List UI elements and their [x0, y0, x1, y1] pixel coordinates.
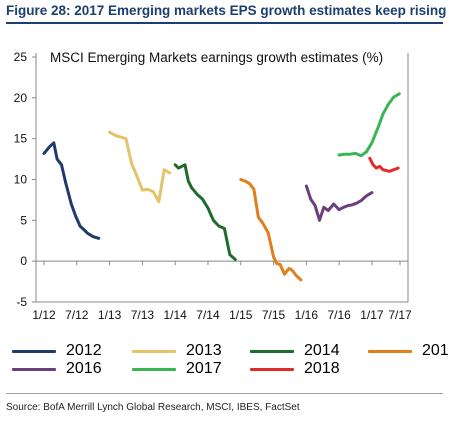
- legend-label: 2012: [66, 342, 102, 359]
- x-tick-label: 7/17: [388, 308, 412, 322]
- legend-swatch: [132, 349, 176, 353]
- y-tick-label: 0: [20, 254, 27, 268]
- legend-label: 2015: [422, 342, 449, 359]
- x-tick-label: 7/13: [131, 308, 155, 322]
- legend-item-2018: 2018: [250, 360, 340, 378]
- series-line-2016: [304, 184, 374, 222]
- legend-label: 2017: [186, 360, 222, 377]
- legend-label: 2016: [66, 360, 102, 377]
- series-line-2015: [239, 178, 303, 282]
- legend-item-2017: 2017: [132, 360, 222, 378]
- x-tick-label: 7/14: [196, 308, 220, 322]
- legend-item-2016: 2016: [12, 360, 102, 378]
- x-tick-label: 1/14: [163, 308, 187, 322]
- legend-swatch: [12, 349, 56, 353]
- legend-item-2014: 2014: [250, 342, 340, 360]
- y-tick-label: 25: [14, 50, 28, 64]
- x-tick-label: 1/15: [229, 308, 253, 322]
- y-tick-label: 10: [14, 173, 28, 187]
- chart-plot-area: [42, 92, 401, 282]
- series-line-2013: [108, 130, 172, 204]
- x-tick-label: 1/17: [360, 308, 384, 322]
- x-tick-label: 7/15: [262, 308, 286, 322]
- x-tick-label: 7/16: [327, 308, 351, 322]
- legend-swatch: [12, 367, 56, 371]
- x-tick-label: 1/12: [32, 308, 56, 322]
- y-tick-label: 15: [14, 132, 28, 146]
- legend-item-2013: 2013: [132, 342, 222, 360]
- y-tick-label: -5: [16, 295, 27, 309]
- x-tick-label: 1/13: [98, 308, 122, 322]
- series-line-2018: [368, 156, 400, 173]
- legend-label: 2014: [304, 342, 340, 359]
- legend-label: 2018: [304, 360, 340, 377]
- chart-title: MSCI Emerging Markets earnings growth es…: [50, 50, 383, 65]
- series-line-2012: [42, 141, 101, 240]
- legend-swatch: [250, 367, 294, 371]
- x-tick-label: 7/12: [65, 308, 89, 322]
- legend-label: 2013: [186, 342, 222, 359]
- series-line-2014: [173, 163, 237, 261]
- figure-title: Figure 28: 2017 Emerging markets EPS gro…: [6, 3, 447, 18]
- y-tick-label: 5: [20, 213, 27, 227]
- legend-swatch: [368, 349, 412, 353]
- legend-swatch: [250, 349, 294, 353]
- source-divider: [6, 393, 443, 394]
- legend-item-2015: 2015: [368, 342, 449, 360]
- y-tick-label: 20: [14, 91, 28, 105]
- title-divider: [6, 22, 443, 24]
- source-note: Source: BofA Merrill Lynch Global Resear…: [6, 402, 300, 413]
- legend-swatch: [132, 367, 176, 371]
- series-line-2017: [337, 92, 401, 158]
- x-tick-label: 1/16: [295, 308, 319, 322]
- chart-axes: -5 0 5 10 15 20 25 1/12 7/12 1/13 7/13 1/14 7/14 1/15…: [14, 50, 412, 322]
- legend-item-2012: 2012: [12, 342, 102, 360]
